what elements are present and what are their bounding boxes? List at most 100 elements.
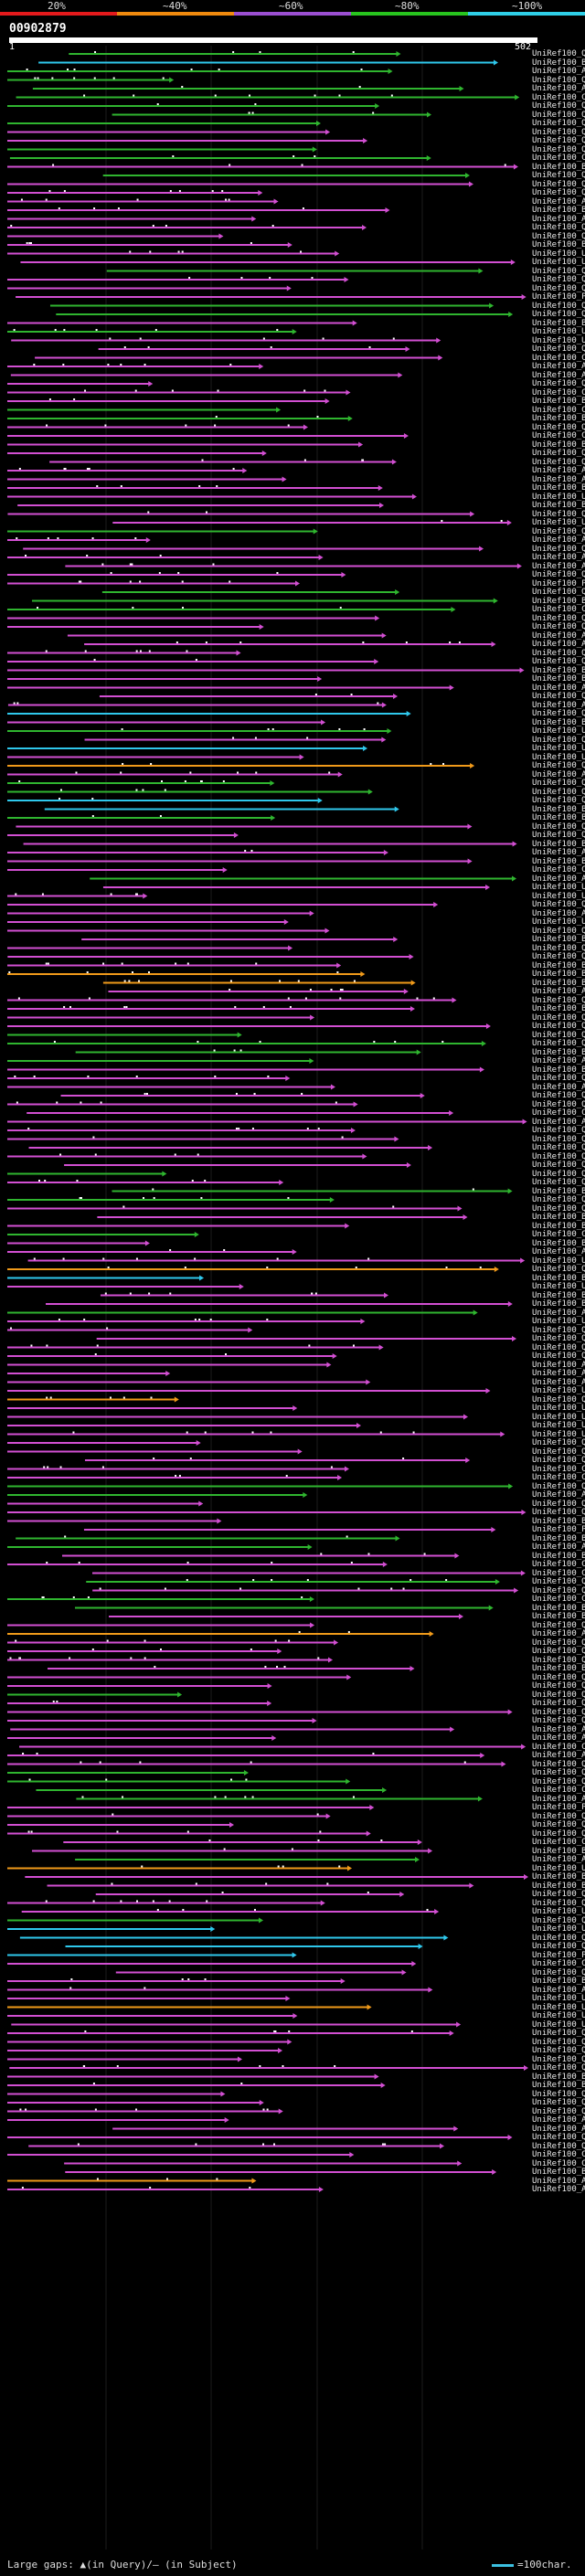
hit-label[interactable]: UniRef100_C4LZ08 bbox=[532, 1742, 585, 1752]
hit-label[interactable]: UniRef100_Q24300 bbox=[532, 179, 585, 189]
hit-label[interactable]: UniRef100_B31WE0 bbox=[532, 1977, 585, 1986]
hit-label[interactable]: UniRef100_Q9M5H7 bbox=[532, 1647, 585, 1656]
hit-label[interactable]: UniRef100_B9HUN7 bbox=[532, 1872, 585, 1882]
hit-label[interactable]: UniRef100_A7PF96 bbox=[532, 84, 585, 93]
hit-label[interactable]: UniRef100_A9PH11 bbox=[532, 1629, 585, 1638]
hit-label[interactable]: UniRef100_UP1000... bbox=[532, 883, 585, 892]
hit-label[interactable]: UniRef100_Q957U3 bbox=[532, 1699, 585, 1708]
hit-label[interactable]: UniRef100_Q9B1I3 bbox=[532, 2089, 585, 2099]
hit-label[interactable]: UniRef100_B5G5N5 bbox=[532, 2168, 585, 2177]
hit-label[interactable]: UniRef100_Q7SLD7 bbox=[532, 1342, 585, 1352]
hit-label[interactable]: UniRef100_B9S3J8 bbox=[532, 206, 585, 215]
hit-label[interactable]: UniRef100_C5YDH2 bbox=[532, 1230, 585, 1239]
hit-label[interactable]: UniRef100_Q9ZSX0 bbox=[532, 2063, 585, 2072]
hit-label[interactable]: UniRef100_B6TSY9 bbox=[532, 318, 585, 328]
hit-label[interactable]: UniRef100_Q89FG6 bbox=[532, 2037, 585, 2047]
hit-label[interactable]: UniRef100_B4F9P5 bbox=[532, 665, 585, 675]
hit-label[interactable]: UniRef100_C5XAG8 bbox=[532, 1568, 585, 1578]
hit-label[interactable]: UniRef100_Q9M7G8 bbox=[532, 422, 585, 432]
hit-label[interactable]: UniRef100_Q39176 bbox=[532, 822, 585, 832]
hit-label[interactable]: UniRef100_Q4A239 bbox=[532, 1074, 585, 1083]
hit-label[interactable]: UniRef100_Q2D4C5 bbox=[532, 1898, 585, 1908]
hit-label[interactable]: UniRef100_B6TSB6 bbox=[532, 596, 585, 606]
hit-label[interactable]: UniRef100_B9R076 bbox=[532, 960, 585, 970]
hit-label[interactable]: UniRef100_UP1000... bbox=[532, 891, 585, 901]
hit-label[interactable]: UniRef100_B9F0J1 bbox=[532, 978, 585, 988]
hit-label[interactable]: UniRef100_Q04D4 bbox=[532, 1829, 585, 1839]
hit-label[interactable]: UniRef100_B6TPE0 bbox=[532, 397, 585, 406]
hit-label[interactable]: UniRef100_Q42044 bbox=[532, 1099, 585, 1109]
hit-label[interactable]: UniRef100_A7PEV5 bbox=[532, 874, 585, 884]
hit-label[interactable]: UniRef100_C5Y4Y2 bbox=[532, 1108, 585, 1118]
hit-label[interactable]: UniRef100_A9PFC8 bbox=[532, 214, 585, 224]
hit-label[interactable]: UniRef100_C4LYP5 bbox=[532, 2158, 585, 2168]
hit-label[interactable]: UniRef100_C5Z2T6 bbox=[532, 605, 585, 614]
hit-label[interactable]: UniRef100_A7Y7K8 bbox=[532, 561, 585, 571]
hit-label[interactable]: UniRef100_A2Z0F4 bbox=[532, 631, 585, 641]
hit-label[interactable]: UniRef100_Q9NCG1 bbox=[532, 1681, 585, 1691]
hit-label[interactable]: UniRef100_B4FYD4 bbox=[532, 1290, 585, 1300]
hit-label[interactable]: UniRef100_Q9S574 bbox=[532, 1039, 585, 1048]
hit-label[interactable]: UniRef100_C7Y0B7 bbox=[532, 1959, 585, 1968]
hit-label[interactable]: UniRef100_Q9HFG9 bbox=[532, 1143, 585, 1152]
hit-label[interactable]: UniRef100_Q6CTV4 bbox=[532, 1151, 585, 1161]
hit-label[interactable]: UniRef100_Q4O335 bbox=[532, 692, 585, 701]
hit-label[interactable]: UniRef100_B9RPC0 bbox=[532, 2081, 585, 2090]
hit-label[interactable]: UniRef100_Q9AMI7 bbox=[532, 588, 585, 597]
hit-label[interactable]: UniRef100_Q2YW76 bbox=[532, 1195, 585, 1204]
hit-label[interactable]: UniRef100_Q5YJQ7 bbox=[532, 1091, 585, 1100]
hit-label[interactable]: UniRef100_UP1000... bbox=[532, 249, 585, 259]
hit-label[interactable]: UniRef100_Q011Z6 bbox=[532, 1915, 585, 1925]
hit-label[interactable]: UniRef100_Q9LZ26 bbox=[532, 613, 585, 623]
hit-label[interactable]: UniRef100_C6T1Z0 bbox=[532, 431, 585, 440]
hit-label[interactable]: UniRef100_Q1V124 bbox=[532, 1942, 585, 1951]
hit-label[interactable]: UniRef100_Q8DE25 bbox=[532, 1759, 585, 1769]
hit-label[interactable]: UniRef100_Q3TKX6 bbox=[532, 1394, 585, 1405]
hit-label[interactable]: UniRef100_A1BCY8 bbox=[532, 2176, 585, 2186]
hit-label[interactable]: UniRef100_A2G0F5 bbox=[532, 1056, 585, 1065]
hit-label[interactable]: UniRef100_Q9FH76 bbox=[532, 779, 585, 788]
hit-label[interactable]: UniRef100_Q9FSS2 bbox=[532, 1447, 585, 1457]
hit-label[interactable]: UniRef100_Q39M46 bbox=[532, 1768, 585, 1777]
hit-label[interactable]: UniRef100_Q0CJB0 bbox=[532, 761, 585, 770]
hit-label[interactable]: UniRef100_Q24971 bbox=[532, 2106, 585, 2116]
hit-label[interactable]: UniRef100_B4FUV7 bbox=[532, 501, 585, 510]
hit-label[interactable]: UniRef100_UP1000... bbox=[532, 492, 585, 502]
hit-label[interactable]: UniRef100_C5WPU3 bbox=[532, 1786, 585, 1795]
hit-label[interactable]: UniRef100_Q8LGR6 bbox=[532, 544, 585, 554]
hit-label[interactable]: UniRef100_Q6E2B0 bbox=[532, 2046, 585, 2055]
hit-label[interactable]: UniRef100_Q5DNZ7 bbox=[532, 101, 585, 111]
hit-label[interactable]: UniRef100_Q23370 bbox=[532, 345, 585, 354]
hit-label[interactable]: UniRef100_A9PF92 bbox=[532, 474, 585, 484]
hit-label[interactable]: UniRef100_B8BEY9 bbox=[532, 440, 585, 450]
hit-label[interactable]: UniRef100_Q5DVW0 bbox=[532, 1438, 585, 1447]
hit-label[interactable]: UniRef100_Q83K11 bbox=[532, 796, 585, 805]
hit-label[interactable]: UniRef100_B6TWU3 bbox=[532, 162, 585, 172]
hit-label[interactable]: UniRef100_Q8RVN9 bbox=[532, 1134, 585, 1144]
hit-label[interactable]: UniRef100_Q8L6E5 bbox=[532, 1585, 585, 1595]
hit-label[interactable]: UniRef100_Q9ZQI0 bbox=[532, 2054, 585, 2064]
hit-label[interactable]: UniRef100_A9NZN2 bbox=[532, 362, 585, 371]
hit-label[interactable]: UniRef100_A2X8H9 bbox=[532, 1985, 585, 1995]
hit-label[interactable]: UniRef100_Q9LIE9 bbox=[532, 136, 585, 145]
hit-label[interactable]: UniRef100_A9F1A4 bbox=[532, 1082, 585, 1092]
hit-label[interactable]: UniRef100_B9T4Y0 bbox=[532, 1603, 585, 1613]
hit-label[interactable]: UniRef100_Q9F3S5 bbox=[532, 2133, 585, 2142]
hit-label[interactable]: UniRef100_Q9LIE8 bbox=[532, 283, 585, 293]
hit-label[interactable]: UniRef100_B7FHN1 bbox=[532, 58, 585, 68]
hit-label[interactable]: UniRef100_Q04763 bbox=[532, 301, 585, 311]
hit-label[interactable]: UniRef100_Q41849 bbox=[532, 379, 585, 388]
hit-label[interactable]: UniRef100_UP1000... bbox=[532, 917, 585, 927]
hit-label[interactable]: UniRef100_A5B2D3 bbox=[532, 908, 585, 918]
hit-label[interactable]: UniRef100_B6TLL4 bbox=[532, 240, 585, 249]
hit-label[interactable]: UniRef100_A9VGE8 bbox=[532, 1360, 585, 1370]
hit-label[interactable]: UniRef100_A5C2B9 bbox=[532, 553, 585, 562]
hit-label[interactable]: UniRef100_A6JFD4 bbox=[532, 2115, 585, 2125]
hit-label[interactable]: UniRef100_Q65369 bbox=[532, 1456, 585, 1465]
hit-label[interactable]: UniRef100_A5B2D5 bbox=[532, 1733, 585, 1743]
hit-label[interactable]: UniRef100_Q9ARG9 bbox=[532, 110, 585, 120]
hit-label[interactable]: UniRef100_Q0GG34 bbox=[532, 657, 585, 666]
hit-label[interactable]: UniRef100_B9RP24 bbox=[532, 1533, 585, 1543]
hit-label[interactable]: UniRef100_B1XS33 bbox=[532, 1213, 585, 1222]
hit-label[interactable]: UniRef100_Q4A227 bbox=[532, 1811, 585, 1821]
